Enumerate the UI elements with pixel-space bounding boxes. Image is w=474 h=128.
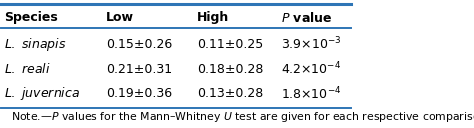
Text: Note.—$\mathit{P}$ values for the Mann–Whitney $\mathit{U}$ test are given for e: Note.—$\mathit{P}$ values for the Mann–W…	[11, 110, 474, 124]
Text: $\mathit{P}$ value: $\mathit{P}$ value	[281, 11, 332, 25]
Text: 0.19±0.36: 0.19±0.36	[106, 87, 172, 100]
Text: High: High	[197, 11, 229, 24]
Text: $4.2{\times}10^{-4}$: $4.2{\times}10^{-4}$	[281, 61, 341, 77]
Text: $\it{L.\ reali}$: $\it{L.\ reali}$	[4, 62, 51, 76]
Text: 0.21±0.31: 0.21±0.31	[106, 63, 172, 76]
Text: 0.15±0.26: 0.15±0.26	[106, 38, 172, 51]
Text: $\it{L.\ juvernica}$: $\it{L.\ juvernica}$	[4, 85, 81, 102]
Text: Low: Low	[106, 11, 134, 24]
Text: $1.8{\times}10^{-4}$: $1.8{\times}10^{-4}$	[281, 86, 341, 102]
Text: Species: Species	[4, 11, 58, 24]
Text: $3.9{\times}10^{-3}$: $3.9{\times}10^{-3}$	[281, 36, 341, 53]
Text: 0.18±0.28: 0.18±0.28	[197, 63, 263, 76]
Text: 0.11±0.25: 0.11±0.25	[197, 38, 263, 51]
Text: 0.13±0.28: 0.13±0.28	[197, 87, 263, 100]
Text: $\it{L.}$$\it{\ sinapis}$: $\it{L.}$$\it{\ sinapis}$	[4, 36, 67, 53]
